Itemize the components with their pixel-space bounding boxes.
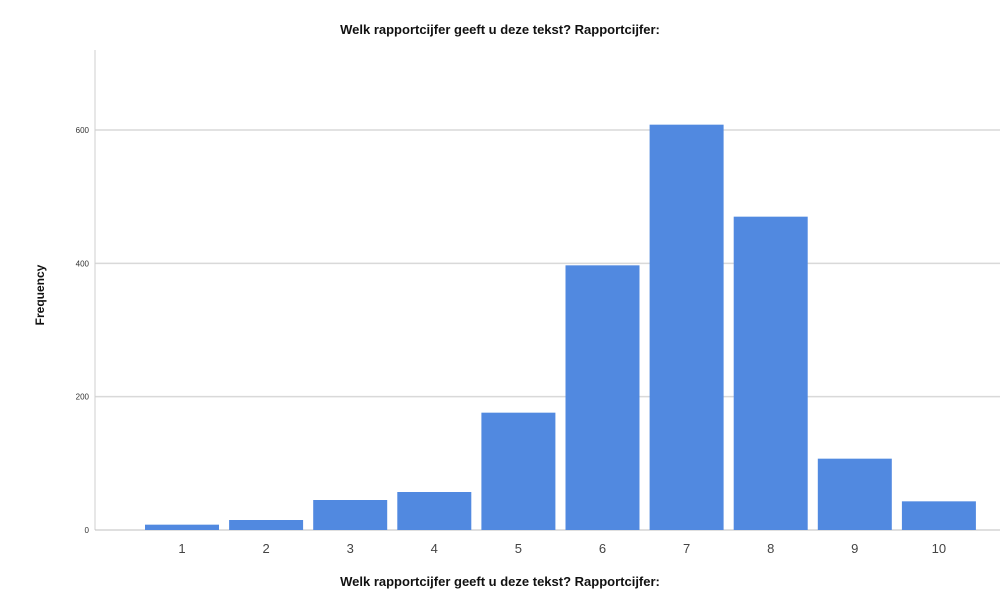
- x-tick-label: 1: [178, 541, 185, 556]
- y-tick-label: 200: [76, 393, 90, 402]
- bar: [229, 520, 304, 530]
- x-axis-label: Welk rapportcijfer geeft u deze tekst? R…: [340, 574, 660, 589]
- x-tick-label: 4: [431, 541, 438, 556]
- bar: [565, 265, 640, 530]
- x-tick-label: 5: [515, 541, 522, 556]
- bar: [313, 500, 388, 530]
- bar: [145, 524, 219, 530]
- bar: [901, 501, 976, 530]
- x-tick-label: 7: [683, 541, 690, 556]
- y-tick-label: 0: [85, 526, 90, 535]
- bar: [649, 124, 724, 531]
- bar: [397, 492, 472, 530]
- x-tick-label: 9: [851, 541, 858, 556]
- x-tick-label: 10: [932, 541, 946, 556]
- x-tick-label: 2: [262, 541, 269, 556]
- bar: [733, 216, 808, 530]
- x-tick-label: 6: [599, 541, 606, 556]
- x-tick-label: 8: [767, 541, 774, 556]
- bar: [481, 412, 556, 530]
- chart-title: Welk rapportcijfer geeft u deze tekst? R…: [340, 22, 660, 37]
- x-tick-label: 3: [347, 541, 354, 556]
- bar: [817, 458, 892, 530]
- y-tick-label: 600: [76, 126, 90, 135]
- y-tick-label: 400: [76, 259, 90, 268]
